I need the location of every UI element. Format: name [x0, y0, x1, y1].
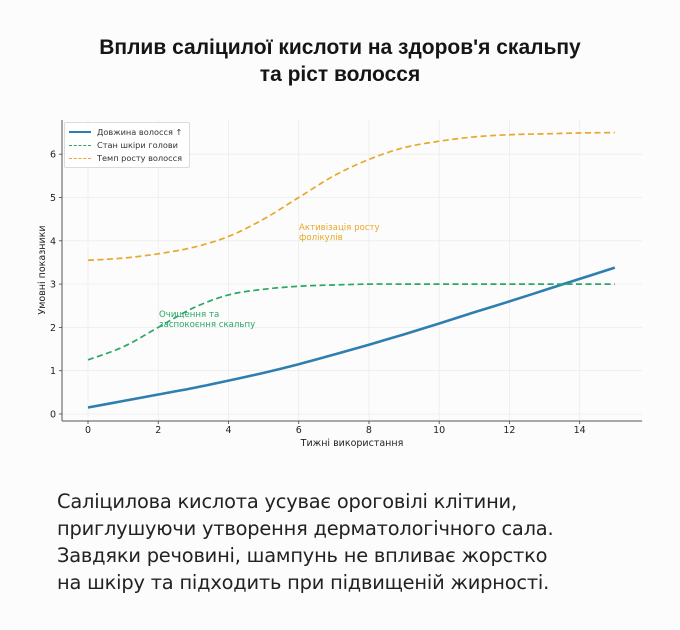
- title-line-2: та ріст волосся: [259, 63, 421, 86]
- y-tick-label: 1: [50, 366, 56, 377]
- dashed-line-swatch-icon: [69, 157, 91, 159]
- description-paragraph: Саліцилова кислота усуває ороговілі кліт…: [57, 488, 657, 596]
- y-tick-label: 0: [50, 410, 56, 421]
- legend-item-hair-length: Довжина волосся ↑: [69, 126, 182, 138]
- annotation-scalp-cleansing: Очищення та заспокоєння скальпу: [159, 310, 255, 330]
- annotation-line: Активізація росту: [299, 223, 380, 233]
- y-tick-label: 2: [50, 323, 56, 334]
- x-tick-label: 8: [366, 425, 372, 436]
- y-axis-label: Умовні показники: [37, 225, 48, 314]
- x-tick-label: 4: [225, 425, 231, 436]
- series-line: [87, 283, 615, 361]
- page-title: Вплив саліцилої кислоти на здоров'я скал…: [0, 34, 680, 88]
- description-line: Завдяки речовині, шампунь не впливає жор…: [57, 544, 548, 567]
- x-tick-label: 12: [503, 425, 515, 436]
- x-tick-label: 14: [574, 425, 586, 436]
- x-tick-label: 0: [85, 425, 91, 436]
- legend-label: Довжина волосся ↑: [97, 127, 183, 137]
- description-line: Саліцилова кислота усуває ороговілі кліт…: [57, 490, 517, 513]
- description-line: приглушуючи утворення дерматологічного с…: [57, 517, 554, 540]
- y-tick-label: 6: [50, 150, 56, 161]
- annotation-line: заспокоєння скальпу: [159, 320, 256, 330]
- legend-label: Стан шкіри голови: [97, 140, 178, 150]
- x-axis-label: Тижні використання: [300, 438, 404, 449]
- legend-label: Темп росту волосся: [97, 153, 183, 163]
- x-tick-label: 2: [155, 425, 161, 436]
- dashed-line-swatch-icon: [69, 144, 91, 146]
- series-line: [87, 266, 616, 409]
- annotation-line: фолікулів: [299, 233, 343, 243]
- legend-item-growth-rate: Темп росту волосся: [69, 152, 182, 164]
- solid-line-swatch-icon: [69, 131, 91, 133]
- annotation-follicle-activation: Активізація росту фолікулів: [299, 223, 380, 243]
- annotation-line: Очищення та: [159, 310, 220, 320]
- x-tick-label: 10: [433, 425, 445, 436]
- series-line: [87, 131, 615, 262]
- y-tick-label: 4: [50, 236, 56, 247]
- description-line: на шкіру та підходить при підвищеній жир…: [57, 571, 550, 594]
- y-tick-label: 3: [50, 280, 56, 291]
- y-tick-label: 5: [50, 193, 56, 204]
- chart-legend: Довжина волосся ↑ Стан шкіри голови Темп…: [64, 122, 190, 168]
- x-tick-label: 6: [296, 425, 302, 436]
- title-line-1: Вплив саліцилої кислоти на здоров'я скал…: [99, 36, 581, 59]
- chart-series: [87, 131, 616, 409]
- legend-item-scalp-condition: Стан шкіри голови: [69, 139, 178, 151]
